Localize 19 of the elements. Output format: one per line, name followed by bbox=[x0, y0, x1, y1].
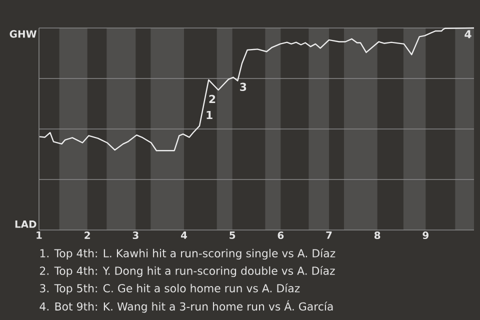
text: 1. Top 4th: L. Kawhi hit a run-scoring single vs A. Díaz bbox=[40, 248, 336, 260]
x-tick-label: 8 bbox=[374, 232, 380, 240]
x-tick-label: 4 bbox=[180, 232, 188, 239]
text: GHW bbox=[10, 30, 36, 38]
annotation: 4 bbox=[464, 30, 472, 38]
x-tick-label: 2 bbox=[84, 232, 90, 239]
text: 2. Top 4th: Y. Dong hit a run-scoring double vs A. Díaz bbox=[40, 266, 335, 278]
x-tick-label: 6 bbox=[278, 232, 284, 240]
annotation: 2 bbox=[209, 94, 216, 103]
text: LAD bbox=[15, 220, 36, 228]
annotation: 3 bbox=[240, 82, 246, 92]
x-tick-label: 7 bbox=[326, 232, 332, 239]
text: 4. Bot 9th: K. Wang hit a 3-run home run vs Á. García bbox=[40, 300, 333, 313]
annotation: 1 bbox=[206, 111, 212, 119]
x-tick-label: 1 bbox=[36, 232, 42, 239]
x-tick-label: 5 bbox=[230, 232, 236, 239]
x-tick-label: 9 bbox=[422, 232, 428, 240]
x-tick-label: 3 bbox=[132, 232, 138, 240]
text: 3. Top 5th: C. Ge hit a solo home run vs A. Díaz bbox=[40, 283, 300, 295]
